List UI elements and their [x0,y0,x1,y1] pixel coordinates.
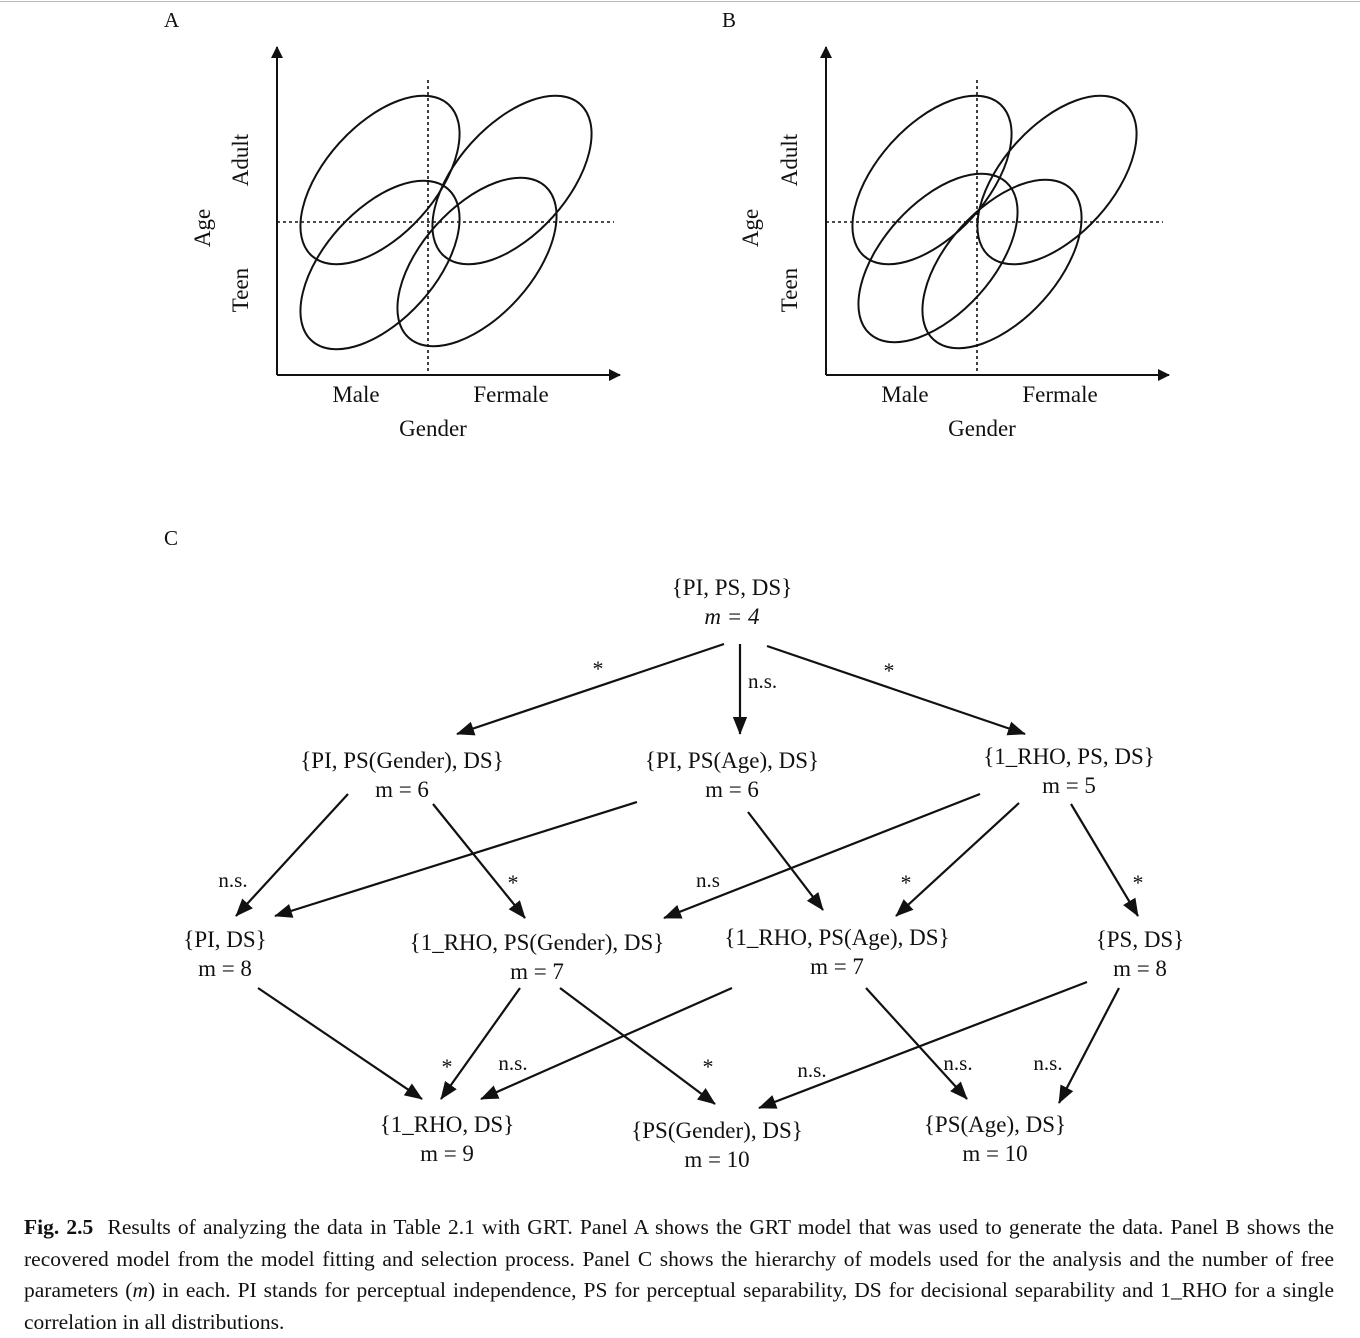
panel-a-ellipse-female-adult [431,94,593,266]
panel-b: B Age Adult Teen Male Fermale Gender [722,8,1170,441]
node-rho-ps-m: m = 5 [1042,773,1096,798]
edge-ps-ds-to-psa-ds [1058,987,1120,1104]
edge-label-l3-star-1: * [442,1054,453,1079]
edge-pi-psa-to-pi-ds [274,800,638,918]
node-pi-psa-name: {PI, PS(Age), DS} [645,748,819,773]
edge-label-top-right: * [884,658,895,683]
edge-label-l3-ns-1: n.s. [498,1051,527,1075]
node-ps-ds-m: m = 8 [1113,956,1167,981]
panel-b-y-axis-label: Age [738,209,763,247]
panel-b-x-left-label: Male [881,382,928,407]
node-pi-ds-name: {PI, DS} [183,927,266,952]
node-rho-psg-m: m = 7 [510,959,564,984]
edge-label-l3-ns-4: n.s. [1033,1051,1062,1075]
panel-b-ellipse-female-adult [976,94,1138,266]
panel-a-ellipse-male-teen [299,179,461,351]
panel-c-label: C [164,526,178,550]
panel-b-ellipse-male-teen [857,172,1019,344]
edge-label-l3-ns-3: n.s. [943,1051,972,1075]
panel-b-y-bottom-label: Teen [777,267,802,312]
node-top-name: {PI, PS, DS} [672,575,793,600]
edge-label-top-mid: n.s. [748,669,777,693]
edge-rho-ps-to-rho-psg [663,792,981,920]
edge-ps-ds-to-psg-ds [758,980,1088,1110]
panel-a-y-top-label: Adult [228,133,253,186]
caption-text-part-2: ) in each. PI stands for perceptual inde… [24,1278,1334,1334]
edge-pi-psa-to-rho-psa [747,811,824,911]
node-psg-ds-name: {PS(Gender), DS} [631,1118,803,1143]
panel-b-label: B [722,8,736,32]
node-pi-psg-name: {PI, PS(Gender), DS} [300,748,504,773]
edge-label-l2-ns-mid: n.s [696,868,720,892]
node-pi-ds-m: m = 8 [198,956,252,981]
node-rho-ps-name: {1_RHO, PS, DS} [983,744,1155,769]
figure-canvas: A Age Adult Teen Male Fermale Gender B A… [0,1,1360,1172]
node-rho-ds-name: {1_RHO, DS} [380,1112,515,1137]
panel-a-y-axis-label: Age [190,209,215,247]
edge-label-l3-star-2: * [703,1054,714,1079]
edge-rho-ps-to-rho-psa [895,802,1020,917]
figure-caption: Fig. 2.5 Results of analyzing the data i… [24,1212,1334,1338]
node-rho-ds-m: m = 9 [420,1141,474,1166]
edge-rho-psg-to-psg-ds [559,987,716,1105]
edge-label-top-left: * [593,656,604,681]
caption-text-part-1: Results of analyzing the data in Table 2… [24,1215,1335,1302]
caption-m-symbol: m [132,1278,148,1302]
panel-a-ellipse-female-teen [396,176,558,348]
node-rho-psg-name: {1_RHO, PS(Gender), DS} [410,930,665,955]
node-pi-psa-m: m = 6 [705,777,759,802]
node-rho-psa-m: m = 7 [810,954,864,979]
edge-label-l3-ns-2: n.s. [797,1058,826,1082]
panel-b-x-right-label: Fermale [1022,382,1097,407]
panel-a-x-right-label: Fermale [473,382,548,407]
edge-rho-ps-to-ps-ds [1070,803,1139,917]
edge-rho-psa-to-rho-ds [480,986,733,1101]
panel-a-ellipse-male-adult [299,94,461,266]
node-ps-ds-name: {PS, DS} [1096,927,1185,952]
node-pi-psg-m: m = 6 [375,777,429,802]
panel-a: A Age Adult Teen Male Fermale Gender [164,8,621,441]
edge-top-to-rho-ps [766,644,1026,736]
edge-rho-psa-to-psa-ds [865,987,968,1100]
edge-label-l2-ns-left: n.s. [218,868,247,892]
panel-c: C {PI, PS, DS} m = 4 {PI, PS(Gender), DS… [164,526,1184,1172]
edge-label-l2-star-2: * [901,870,912,895]
node-rho-psa-name: {1_RHO, PS(Age), DS} [724,925,949,950]
node-psg-ds-m: m = 10 [684,1147,749,1172]
edge-label-l2-star-3: * [1133,870,1144,895]
panel-a-x-left-label: Male [332,382,379,407]
panel-a-label: A [164,8,180,32]
edge-pi-psg-to-rho-psg [432,803,526,919]
edge-label-l2-star-1: * [508,870,519,895]
panel-b-x-axis-label: Gender [948,416,1016,441]
caption-fig-label: Fig. 2.5 [24,1215,94,1239]
node-top-m: m = 4 [704,604,759,629]
edge-pi-ds-to-rho-ds [257,987,423,1100]
panel-b-y-top-label: Adult [777,133,802,186]
panel-a-y-bottom-label: Teen [228,267,253,312]
node-psa-ds-name: {PS(Age), DS} [924,1112,1066,1137]
node-psa-ds-m: m = 10 [962,1141,1027,1166]
panel-a-x-axis-label: Gender [399,416,467,441]
edge-pi-psg-to-pi-ds [235,793,349,917]
panel-b-ellipse-male-adult [851,94,1013,266]
edge-rho-psg-to-rho-ds [440,987,521,1100]
panel-b-ellipse-female-teen [921,178,1083,350]
edge-top-to-pi-psg [456,642,725,736]
